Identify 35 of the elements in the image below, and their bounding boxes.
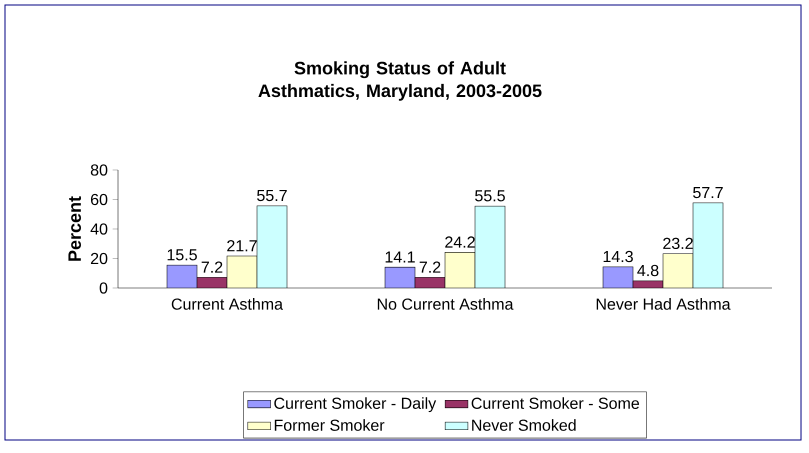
bar xyxy=(385,267,416,288)
bar xyxy=(475,206,506,288)
bar xyxy=(602,266,634,288)
data-label: 57.7 xyxy=(693,187,723,198)
x-tick-label: No Current Asthma xyxy=(378,298,514,310)
legend-label: Former Smoker xyxy=(274,419,384,431)
y-axis-title: Percent xyxy=(68,196,81,261)
chart-title: Smoking Status of Adult Asthmatics, Maryland, 2003-2005 xyxy=(258,61,542,101)
data-label: 14.1 xyxy=(386,251,415,262)
y-tick-label: 40 xyxy=(90,223,108,235)
data-label: 21.7 xyxy=(227,240,257,252)
bar xyxy=(167,265,198,288)
data-label: 15.5 xyxy=(168,249,197,260)
data-label: 55.7 xyxy=(257,190,287,202)
y-tick-label: 0 xyxy=(100,282,108,294)
bar xyxy=(257,206,288,288)
y-tick-label: 20 xyxy=(90,252,108,264)
data-label: 7.2 xyxy=(202,262,222,273)
y-tick-label: 60 xyxy=(90,194,108,206)
bar xyxy=(662,254,694,288)
bar xyxy=(692,202,724,288)
legend-label: Never Smoked xyxy=(472,419,576,431)
data-label: 24.2 xyxy=(445,236,475,248)
x-tick-label: Never Had Asthma xyxy=(596,298,731,310)
bar xyxy=(445,252,476,288)
data-label: 23.2 xyxy=(663,238,693,250)
x-tick-label: Current Asthma xyxy=(172,298,283,310)
data-label: 55.5 xyxy=(475,190,505,202)
data-label: 14.3 xyxy=(604,250,633,262)
legend-label: Current Smoker - Daily xyxy=(274,397,436,412)
y-tick-label: 80 xyxy=(90,164,108,176)
data-label: 4.8 xyxy=(637,264,658,276)
bar xyxy=(227,256,258,288)
data-label: 7.2 xyxy=(420,262,440,273)
legend-label: Current Smoker - Some xyxy=(472,397,640,409)
